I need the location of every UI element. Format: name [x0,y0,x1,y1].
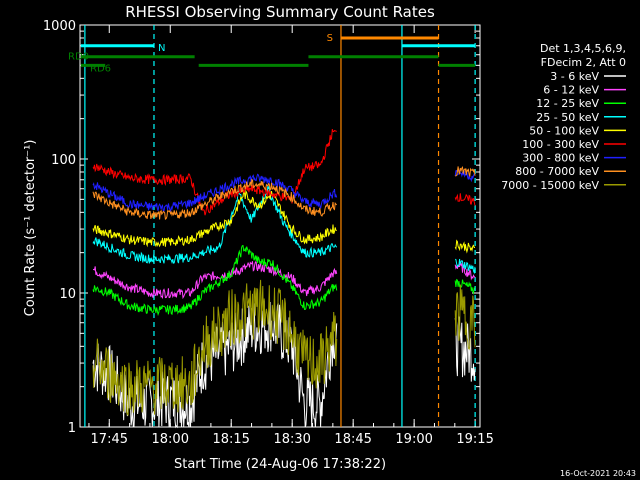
y-tick-label: 10 [59,287,76,302]
y-tick-label: 100 [51,153,76,168]
legend-entry-label: 300 - 800 keV [522,152,599,165]
x-tick-label: 18:15 [212,432,249,447]
annotation-label: N [158,43,165,54]
annotation-label: S [327,33,333,44]
legend-entry-label: 6 - 12 keV [543,84,599,97]
legend-entry-label: 7000 - 15000 keV [501,179,599,192]
chart-title: RHESSI Observing Summary Count Rates [125,3,435,21]
series-line [92,279,476,416]
series-line [92,245,476,317]
legend-header: Det 1,3,4,5,6,9, [540,42,626,55]
series-line [92,189,475,254]
series-line [92,169,476,213]
x-axis-label: Start Time (24-Aug-06 17:38:22) [174,457,386,472]
x-tick-label: 19:00 [395,432,432,447]
legend-entry-label: 12 - 25 keV [536,97,599,110]
y-tick-label: 1000 [43,19,76,34]
legend-entry-label: 800 - 7000 keV [515,165,599,178]
x-tick-label: 17:45 [91,432,128,447]
plot-frame [79,24,481,428]
plot-area: 17:45 18:00 18:15 18:30 18:45 19:00 19:15 1 10 10… [43,19,494,447]
x-tick-label: 18:45 [334,432,371,447]
footer-timestamp: 16-Oct-2021 20:43 [560,469,636,478]
series-line [92,166,476,221]
legend-entry-label: 25 - 50 keV [536,111,599,124]
legend-header: FDecim 2, Att 0 [541,56,626,69]
annotation-label: RD0 [68,52,89,63]
legend-entry-label: 50 - 100 keV [529,124,599,137]
x-tick-label: 18:30 [273,432,310,447]
annotation-label: RD6 [90,63,111,74]
series-line [92,184,476,275]
legend: Det 1,3,4,5,6,9,FDecim 2, Att 03 - 6 keV… [501,42,626,192]
y-tick-label: 1 [68,421,76,436]
legend-entry-label: 100 - 300 keV [522,138,599,151]
series-line [92,261,476,300]
y-axis-label: Count Rate (s⁻¹ detector⁻¹) [23,140,38,317]
legend-entry-label: 3 - 6 keV [550,70,599,83]
x-tick-label: 18:00 [152,432,189,447]
series-line [92,129,476,216]
x-tick-label: 19:15 [456,432,493,447]
